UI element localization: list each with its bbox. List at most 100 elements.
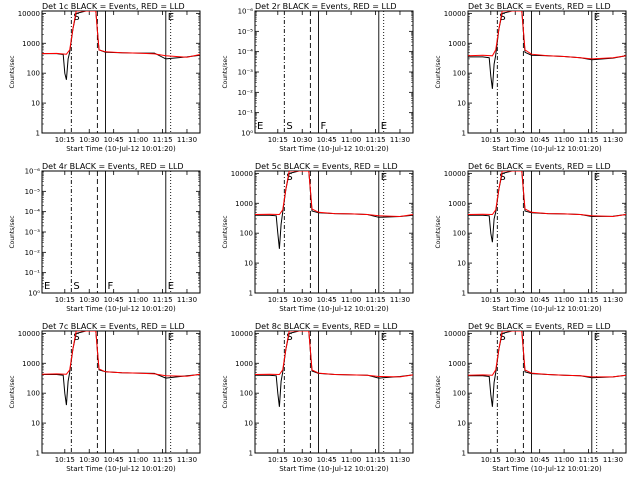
- series-group: [255, 331, 413, 407]
- y-tick-label: 1000: [235, 360, 253, 368]
- x-tick-label: 10:45: [530, 456, 550, 464]
- y-tick-label: 1: [36, 450, 40, 458]
- x-tick-label: 11:15: [365, 456, 385, 464]
- detector-panel-5: Det 5c BLACK = Events, RED = LLD 10:15 10:…: [213, 160, 426, 320]
- y-tick-label: 10⁰: [241, 130, 253, 138]
- x-tick-label: 11:15: [365, 296, 385, 304]
- y-tick-label: 10: [457, 260, 466, 268]
- y-axis-label: Counts/sec: [435, 375, 442, 408]
- x-tick-label: 11:30: [603, 136, 623, 144]
- y-tick-label: 10: [457, 420, 466, 428]
- x-tick-label: 11:30: [390, 296, 410, 304]
- plot-frame: [254, 170, 414, 294]
- region-marker-label: E: [44, 281, 50, 292]
- panel-chart: Det 1c BLACK = Events, RED = LLD 10:15 10:…: [9, 2, 201, 153]
- y-tick-label: 1000: [22, 360, 40, 368]
- detector-panel-9: Det 9c BLACK = Events, RED = LLD 10:15 10:…: [426, 320, 639, 480]
- x-tick-label: 10:45: [317, 456, 337, 464]
- plot-frame: [467, 170, 627, 294]
- x-tick-label: 11:30: [390, 136, 410, 144]
- x-tick-label: 10:45: [104, 296, 124, 304]
- x-tick-label: 11:15: [365, 136, 385, 144]
- series-line-lld: [468, 331, 626, 378]
- y-tick-label: 1: [462, 450, 466, 458]
- y-tick-label: 1000: [22, 40, 40, 48]
- y-tick-label: 10000: [231, 330, 253, 338]
- x-tick-label: 11:00: [554, 456, 574, 464]
- series-group: [468, 11, 626, 89]
- x-tick-label: 11:15: [152, 296, 172, 304]
- region-marker-label: E: [257, 121, 263, 132]
- panel-chart: Det 2r BLACK = Events, RED = LLD 10:15 10:…: [222, 2, 414, 153]
- x-axis-label: Start Time (10-Jul-12 10:01:20): [279, 465, 389, 473]
- series-line-events: [42, 11, 200, 80]
- x-tick-label: 11:30: [603, 296, 623, 304]
- x-tick-label: 10:15: [55, 136, 75, 144]
- series-line-lld: [255, 171, 413, 218]
- panel-title: Det 4r BLACK = Events, RED = LLD: [42, 162, 184, 171]
- panel-title: Det 2r BLACK = Events, RED = LLD: [255, 2, 397, 11]
- series-line-events: [468, 11, 626, 89]
- x-tick-label: 11:30: [177, 456, 197, 464]
- x-tick-label: 10:45: [530, 296, 550, 304]
- y-axis-label: Counts/sec: [222, 55, 229, 88]
- y-tick-label: 10: [244, 420, 253, 428]
- x-tick-label: 11:00: [128, 456, 148, 464]
- x-tick-label: 10:30: [292, 136, 312, 144]
- x-tick-label: 11:00: [341, 456, 361, 464]
- x-tick-label: 11:15: [578, 136, 598, 144]
- region-marker-label: E: [381, 121, 387, 132]
- x-tick-label: 11:30: [177, 296, 197, 304]
- y-tick-label: 1000: [448, 200, 466, 208]
- x-tick-label: 10:15: [268, 136, 288, 144]
- x-tick-label: 11:00: [341, 296, 361, 304]
- region-marker-label: E: [168, 281, 174, 292]
- y-tick-label: 10000: [444, 170, 466, 178]
- x-axis-label: Start Time (10-Jul-12 10:01:20): [492, 305, 602, 313]
- y-tick-label: 10: [31, 420, 40, 428]
- y-tick-label: 10⁻⁶: [25, 168, 41, 176]
- x-axis-label: Start Time (10-Jul-12 10:01:20): [279, 305, 389, 313]
- x-tick-label: 11:00: [554, 296, 574, 304]
- region-marker-label: S: [286, 121, 292, 132]
- x-tick-label: 10:15: [481, 456, 501, 464]
- series-group: [255, 171, 413, 249]
- y-tick-label: 100: [27, 70, 40, 78]
- x-tick-label: 11:15: [152, 136, 172, 144]
- panel-title: Det 8c BLACK = Events, RED = LLD: [255, 322, 398, 331]
- y-axis-label: Counts/sec: [222, 375, 229, 408]
- y-tick-label: 10⁻¹: [25, 269, 41, 277]
- x-tick-label: 11:00: [341, 136, 361, 144]
- x-axis-label: Start Time (10-Jul-12 10:01:20): [492, 465, 602, 473]
- x-tick-label: 10:45: [317, 296, 337, 304]
- series-line-lld: [42, 331, 200, 377]
- x-axis-label: Start Time (10-Jul-12 10:01:20): [66, 465, 176, 473]
- series-line-events: [468, 331, 626, 407]
- series-line-events: [42, 331, 200, 406]
- panel-title: Det 3c BLACK = Events, RED = LLD: [468, 2, 611, 11]
- x-tick-label: 10:30: [79, 456, 99, 464]
- plot-frame: [467, 330, 627, 454]
- y-axis-label: Counts/sec: [9, 375, 16, 408]
- series-line-lld: [468, 11, 626, 60]
- x-tick-label: 11:15: [578, 296, 598, 304]
- plot-frame: [41, 170, 201, 294]
- x-tick-label: 11:00: [128, 136, 148, 144]
- region-marker-label: E: [381, 332, 387, 343]
- y-tick-label: 1: [36, 130, 40, 138]
- y-tick-label: 100: [453, 390, 466, 398]
- y-tick-label: 10000: [231, 170, 253, 178]
- y-axis-label: Counts/sec: [222, 215, 229, 248]
- series-line-events: [255, 171, 413, 249]
- region-marker-label: S: [499, 172, 505, 183]
- x-tick-label: 10:15: [481, 296, 501, 304]
- y-tick-label: 10⁻⁵: [238, 28, 254, 36]
- y-tick-label: 100: [27, 390, 40, 398]
- x-axis-label: Start Time (10-Jul-12 10:01:20): [492, 145, 602, 153]
- y-tick-label: 1000: [235, 200, 253, 208]
- plot-frame: [41, 330, 201, 454]
- y-tick-label: 10: [457, 100, 466, 108]
- series-line-lld: [42, 11, 200, 58]
- x-tick-label: 10:15: [268, 456, 288, 464]
- panel-title: Det 7c BLACK = Events, RED = LLD: [42, 322, 185, 331]
